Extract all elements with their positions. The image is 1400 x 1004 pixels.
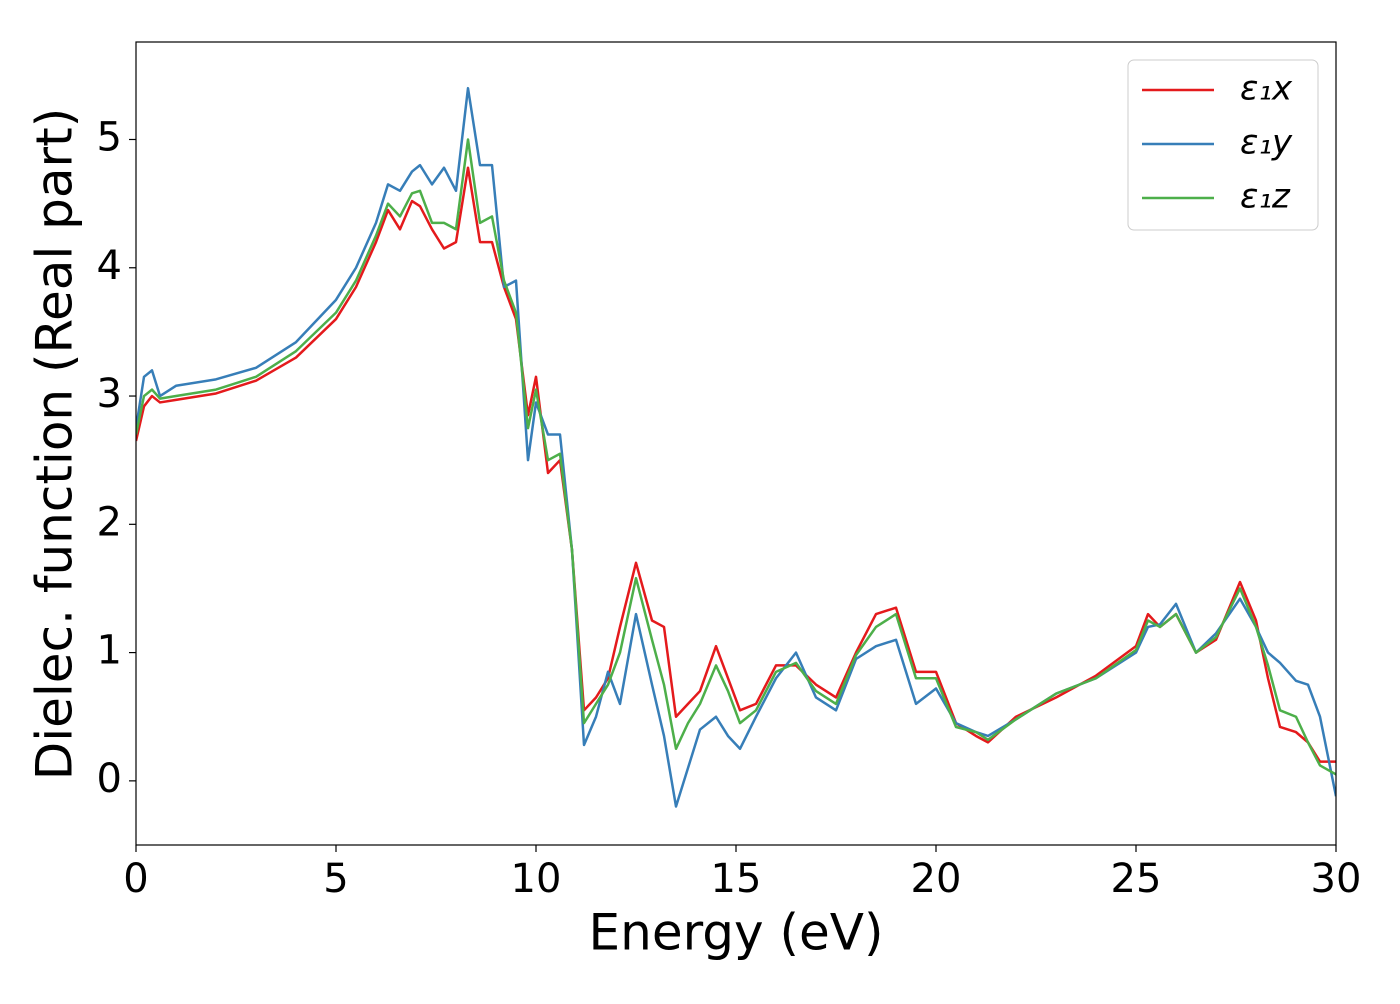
x-tick-label: 30 (1311, 856, 1362, 902)
y-tick-label: 3 (97, 371, 122, 417)
legend-label: ε₁z (1240, 177, 1291, 217)
series-line (136, 166, 1336, 763)
y-tick-label: 1 (97, 628, 122, 674)
y-tick-label: 4 (97, 243, 122, 289)
series-line (136, 86, 1336, 808)
x-tick-label: 15 (711, 856, 762, 902)
x-tick-label: 5 (323, 856, 348, 902)
plot-frame (135, 41, 1337, 846)
y-tick-label: 2 (97, 499, 122, 545)
x-tick-label: 25 (1111, 856, 1162, 902)
y-tick-label: 5 (97, 114, 122, 160)
legend-label: ε₁y (1240, 123, 1293, 163)
x-axis-label: Energy (eV) (589, 904, 884, 962)
x-tick-label: 10 (511, 856, 562, 902)
legend-label: ε₁x (1240, 69, 1293, 109)
series-line (136, 138, 1336, 776)
x-tick-label: 0 (123, 856, 148, 902)
legend-box (1127, 59, 1319, 231)
x-tick-label: 20 (911, 856, 962, 902)
y-tick-label: 0 (97, 756, 122, 802)
y-axis-label: Dielec. function (Real part) (26, 108, 84, 780)
